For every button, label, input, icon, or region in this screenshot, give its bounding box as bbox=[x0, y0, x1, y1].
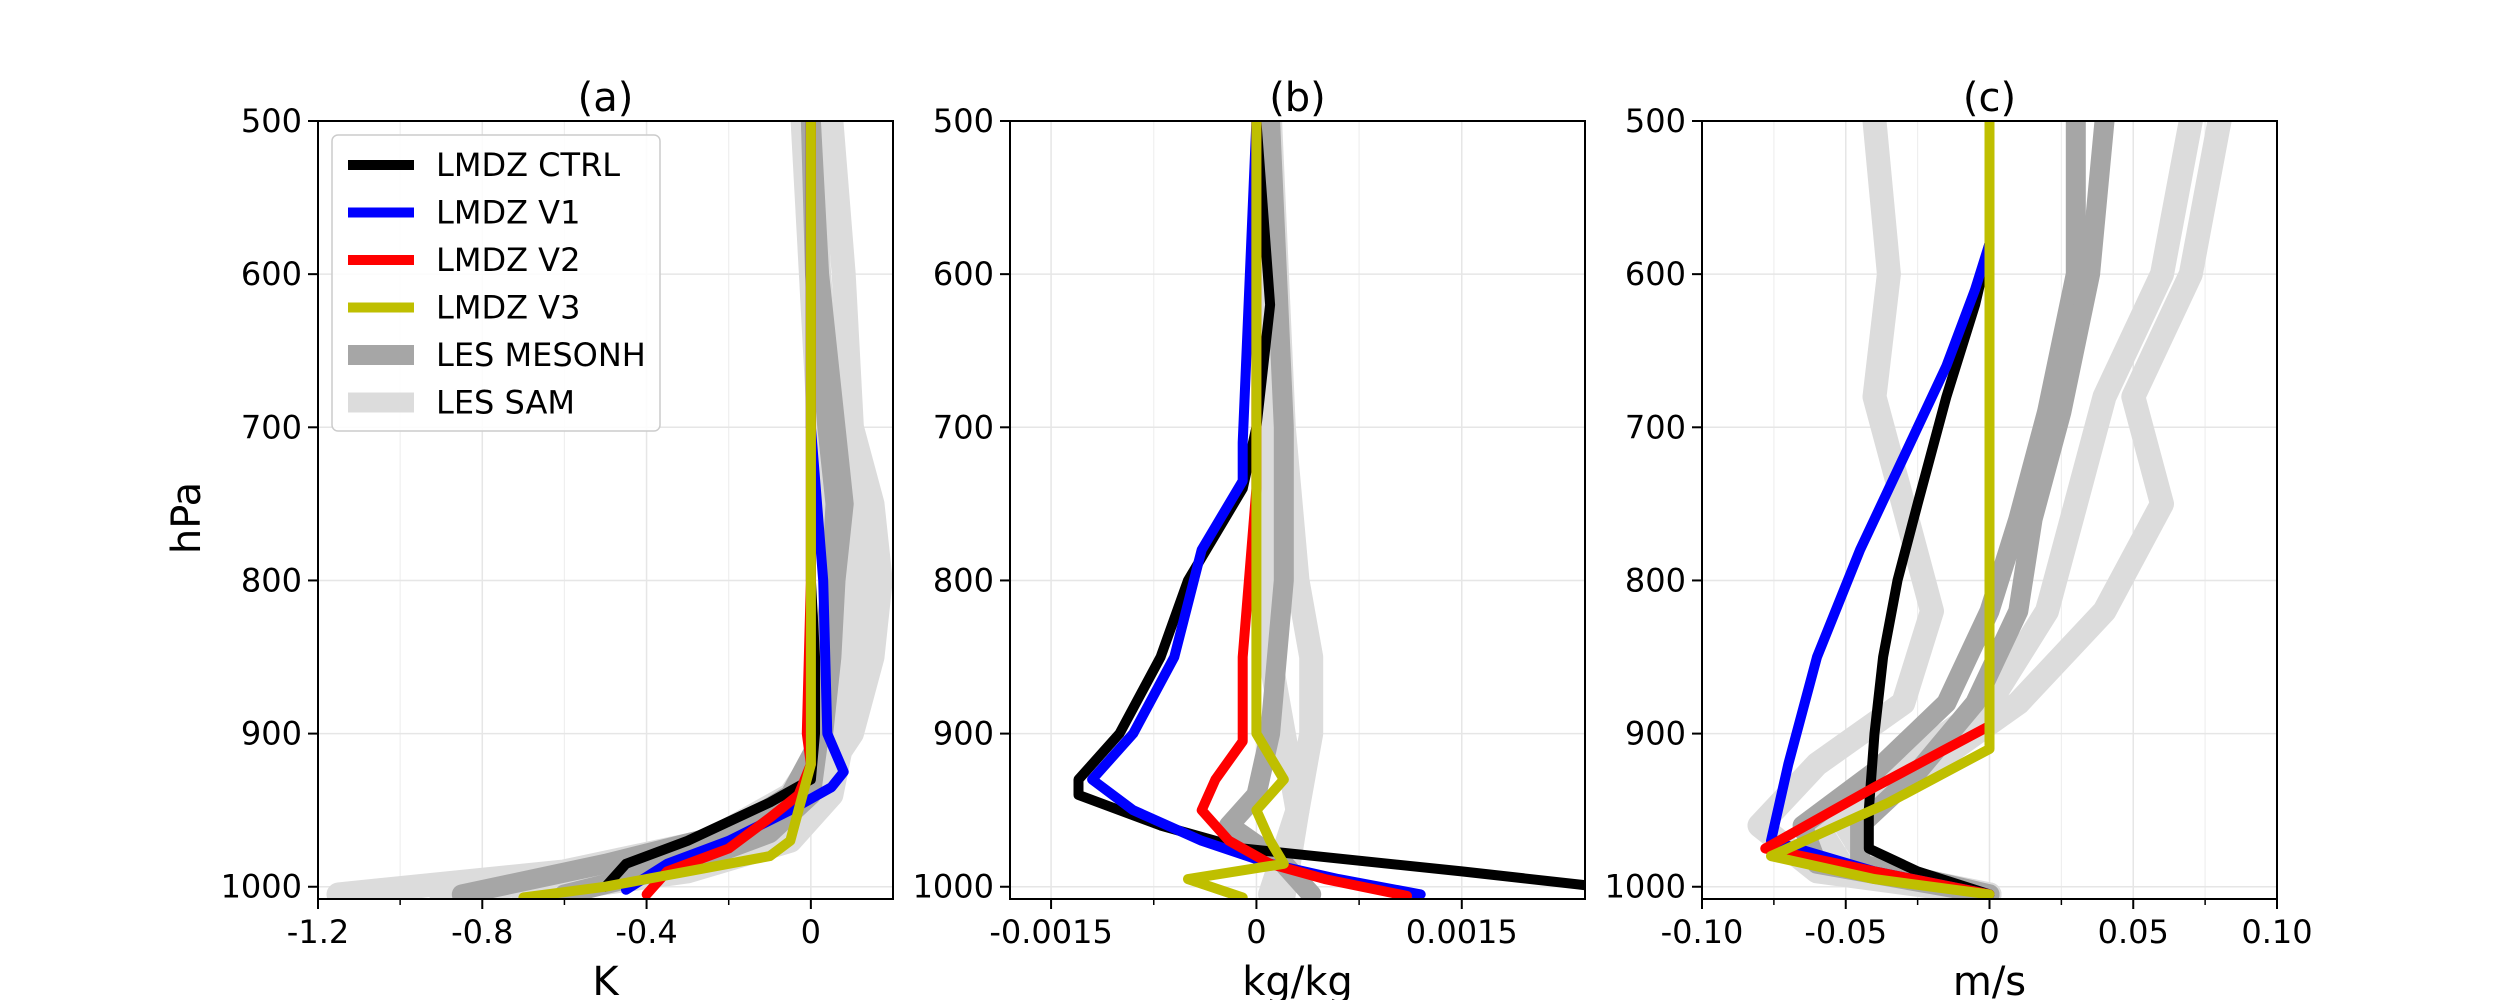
y-tick-label: 800 bbox=[1625, 561, 1686, 599]
y-tick-label: 700 bbox=[241, 408, 302, 446]
x-tick-label: 0.05 bbox=[2098, 913, 2169, 951]
x-tick-label: -1.2 bbox=[287, 913, 349, 951]
legend-label: LMDZ V1 bbox=[436, 194, 580, 232]
y-tick-label: 700 bbox=[933, 408, 994, 446]
x-tick-label: -0.10 bbox=[1661, 913, 1744, 951]
y-tick-label: 800 bbox=[241, 561, 302, 599]
panel-c: -0.10 -0.05 0 0.05 0.10 500 600 700 800 900 1000 (c… bbox=[1605, 75, 2313, 1000]
y-tick-label: 800 bbox=[933, 561, 994, 599]
x-axis-label: m/s bbox=[1953, 959, 2026, 1000]
y-tick-label: 1000 bbox=[913, 868, 994, 906]
y-tick-label: 900 bbox=[1625, 715, 1686, 753]
y-tick-label: 700 bbox=[1625, 408, 1686, 446]
x-tick-label: -0.05 bbox=[1804, 913, 1887, 951]
x-axis-label: K bbox=[592, 959, 620, 1000]
y-tick-label: 900 bbox=[241, 715, 302, 753]
y-tick-label: 500 bbox=[241, 102, 302, 140]
series-line-lmdz-v2 bbox=[1196, 121, 1412, 899]
series-line-les-sam-2 bbox=[1805, 121, 2203, 899]
y-tick-label: 600 bbox=[1625, 255, 1686, 293]
y-tick-label: 600 bbox=[241, 255, 302, 293]
series-line-les-mesonh-1 bbox=[1792, 121, 2086, 899]
axes-frame bbox=[317, 120, 894, 900]
panel-b: -0.0015 0 0.0015 500 600 700 800 900 1000 (b) kg/k… bbox=[913, 75, 1586, 1000]
panel-title: (c) bbox=[1963, 75, 2016, 121]
series-lines bbox=[1747, 121, 2232, 899]
x-tick-label: 0 bbox=[1246, 913, 1266, 951]
series-line-les-mesonh-2 bbox=[1850, 121, 2115, 899]
series-line-lmdz-v3 bbox=[518, 121, 816, 899]
y-axis-label: hPa bbox=[164, 482, 210, 554]
legend-label: LES SAM bbox=[436, 384, 575, 422]
legend-label: LMDZ V2 bbox=[436, 241, 580, 279]
y-tick-label: 500 bbox=[933, 102, 994, 140]
legend-label: LMDZ CTRL bbox=[436, 146, 620, 184]
x-tick-label: -0.4 bbox=[615, 913, 677, 951]
series-line-lmdz-ctrl bbox=[1073, 121, 1585, 891]
series-lines bbox=[326, 121, 893, 899]
x-tick-label: 0.10 bbox=[2241, 913, 2312, 951]
x-axis-label: kg/kg bbox=[1242, 959, 1353, 1000]
legend-label: LES MESONH bbox=[436, 336, 646, 374]
x-tick-label: -0.8 bbox=[451, 913, 513, 951]
x-tick-label: 0 bbox=[1979, 913, 1999, 951]
series-line-lmdz-v3 bbox=[1183, 121, 1289, 899]
x-tick-label: 0 bbox=[801, 913, 821, 951]
y-tick-label: 900 bbox=[933, 715, 994, 753]
legend-label: LMDZ V3 bbox=[436, 289, 580, 327]
x-tick-label: 0.0015 bbox=[1406, 913, 1518, 951]
legend: LMDZ CTRL LMDZ V1 LMDZ V2 LMDZ V3 LES MESONH… bbox=[331, 134, 661, 432]
y-tick-label: 1000 bbox=[221, 868, 302, 906]
panel-title: (a) bbox=[578, 75, 634, 121]
x-tick-label: -0.0015 bbox=[989, 913, 1113, 951]
panel-title: (b) bbox=[1269, 75, 1326, 121]
panel-a: -1.2 -0.8 -0.4 0 500 600 700 800 900 1000 (a) K bbox=[221, 75, 894, 1000]
panels: -1.2 -0.8 -0.4 0 500 600 700 800 900 1000 (a) K -0.0… bbox=[221, 75, 2313, 1000]
y-tick-label: 500 bbox=[1625, 102, 1686, 140]
series-lines bbox=[1073, 121, 1585, 899]
y-tick-label: 1000 bbox=[1605, 868, 1686, 906]
y-tick-label: 600 bbox=[933, 255, 994, 293]
series-line-lmdz-v3 bbox=[1766, 121, 1995, 899]
series-line-lmdz-ctrl bbox=[1863, 238, 1995, 899]
series-line-lmdz-v1 bbox=[621, 121, 849, 895]
axes-frame bbox=[1009, 120, 1586, 900]
